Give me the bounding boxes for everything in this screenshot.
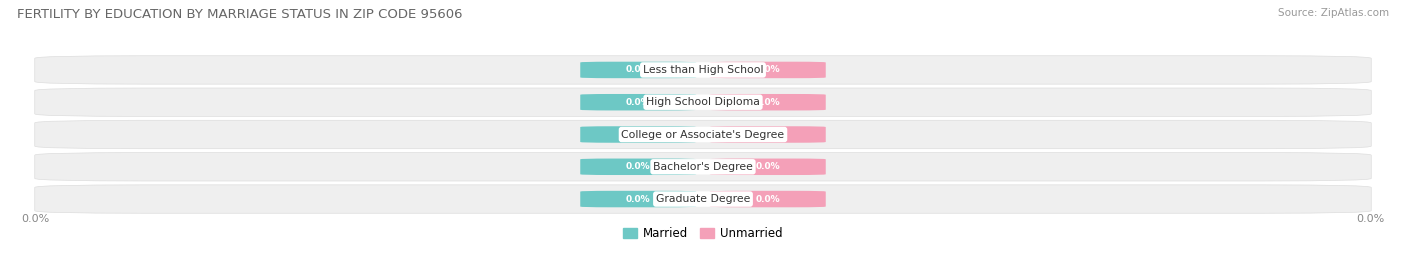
FancyBboxPatch shape: [35, 56, 1371, 84]
Text: 0.0%: 0.0%: [21, 214, 49, 224]
Legend: Married, Unmarried: Married, Unmarried: [619, 222, 787, 245]
Text: 0.0%: 0.0%: [755, 130, 780, 139]
FancyBboxPatch shape: [35, 185, 1371, 213]
Text: 0.0%: 0.0%: [1357, 214, 1385, 224]
Text: High School Diploma: High School Diploma: [647, 97, 759, 107]
FancyBboxPatch shape: [710, 62, 825, 78]
FancyBboxPatch shape: [710, 158, 825, 175]
FancyBboxPatch shape: [710, 94, 825, 111]
FancyBboxPatch shape: [581, 158, 696, 175]
Text: 0.0%: 0.0%: [755, 65, 780, 75]
Text: Less than High School: Less than High School: [643, 65, 763, 75]
Text: Graduate Degree: Graduate Degree: [655, 194, 751, 204]
FancyBboxPatch shape: [581, 62, 696, 78]
Text: Source: ZipAtlas.com: Source: ZipAtlas.com: [1278, 8, 1389, 18]
Text: FERTILITY BY EDUCATION BY MARRIAGE STATUS IN ZIP CODE 95606: FERTILITY BY EDUCATION BY MARRIAGE STATU…: [17, 8, 463, 21]
FancyBboxPatch shape: [710, 126, 825, 143]
Text: 0.0%: 0.0%: [755, 194, 780, 204]
Text: 0.0%: 0.0%: [626, 194, 651, 204]
Text: 0.0%: 0.0%: [626, 98, 651, 107]
FancyBboxPatch shape: [581, 126, 696, 143]
FancyBboxPatch shape: [581, 94, 696, 111]
FancyBboxPatch shape: [35, 120, 1371, 149]
FancyBboxPatch shape: [710, 191, 825, 207]
FancyBboxPatch shape: [581, 191, 696, 207]
FancyBboxPatch shape: [35, 153, 1371, 181]
Text: College or Associate's Degree: College or Associate's Degree: [621, 129, 785, 140]
Text: 0.0%: 0.0%: [626, 162, 651, 171]
Text: Bachelor's Degree: Bachelor's Degree: [652, 162, 754, 172]
FancyBboxPatch shape: [35, 88, 1371, 116]
Text: 0.0%: 0.0%: [626, 130, 651, 139]
Text: 0.0%: 0.0%: [626, 65, 651, 75]
Text: 0.0%: 0.0%: [755, 98, 780, 107]
Text: 0.0%: 0.0%: [755, 162, 780, 171]
